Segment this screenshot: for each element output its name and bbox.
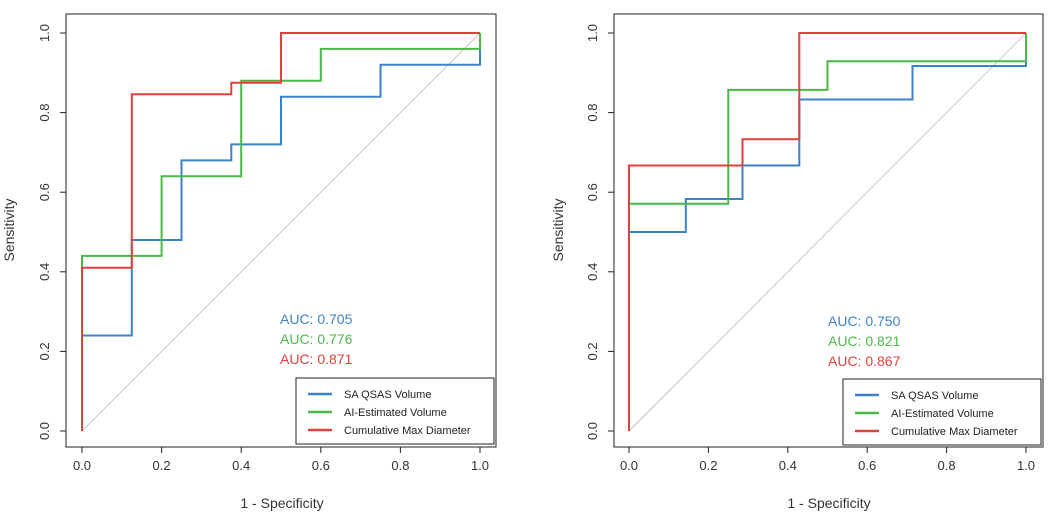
roc-curve-1	[628, 33, 1027, 431]
x-tick-label: 0.4	[232, 458, 250, 473]
plot-frame	[65, 13, 497, 448]
x-tick-label: 0.2	[153, 458, 171, 473]
legend-entry: SA QSAS Volume	[891, 390, 978, 402]
roc-curve-2	[628, 33, 1027, 431]
legend-entry: Cumulative Max Diameter	[344, 425, 471, 437]
x-tick-label: 0.0	[620, 458, 638, 473]
x-tick-label: 0.2	[699, 458, 717, 473]
y-tick-label: 0.8	[585, 104, 600, 122]
x-tick-label: 1.0	[471, 458, 489, 473]
x-tick-label: 0.8	[391, 458, 409, 473]
auc-label: AUC: 0.867	[828, 353, 901, 369]
diagonal-reference-line	[628, 32, 1027, 432]
x-tick-label: 0.6	[858, 458, 876, 473]
x-tick-label: 0.6	[312, 458, 330, 473]
diagonal-reference-line	[81, 32, 481, 432]
y-axis-title: Sensitivity	[1, 198, 17, 261]
y-tick-label: 1.0	[37, 24, 52, 42]
x-axis-title: 1 - Specificity	[240, 495, 323, 511]
roc-panel-1: 0.0 0.2 0.4 0.6 0.8 1.0 0.0 0.2 0.4 0.6 0.8 1.0 1 - …	[1, 13, 497, 511]
y-tick-label: 0.0	[585, 422, 600, 440]
y-tick-label: 0.4	[585, 263, 600, 281]
y-tick-label: 0.2	[37, 342, 52, 360]
y-tick-label: 1.0	[585, 24, 600, 42]
y-tick-label: 0.2	[585, 342, 600, 360]
roc-panel-2: 0.0 0.2 0.4 0.6 0.8 1.0 0.0 0.2 0.4 0.6 0.8 1.0 1 - …	[550, 13, 1044, 511]
x-tick-label: 0.8	[938, 458, 956, 473]
auc-label: AUC: 0.821	[828, 333, 901, 349]
auc-label: AUC: 0.705	[280, 311, 353, 327]
auc-label: AUC: 0.776	[280, 331, 353, 347]
y-tick-label: 0.4	[37, 263, 52, 281]
x-tick-label: 1.0	[1017, 458, 1035, 473]
legend-entry: SA QSAS Volume	[344, 389, 431, 401]
x-axis-title: 1 - Specificity	[787, 495, 870, 511]
legend-entry: AI-Estimated Volume	[891, 408, 994, 420]
y-axis-title: Sensitivity	[550, 198, 566, 261]
roc-curve-2	[81, 33, 481, 431]
roc-curve-3	[81, 32, 480, 431]
y-tick-label: 0.8	[37, 104, 52, 122]
x-tick-label: 0.4	[779, 458, 797, 473]
y-tick-label: 0.6	[37, 183, 52, 201]
roc-curve-1	[81, 33, 481, 431]
auc-label: AUC: 0.871	[280, 351, 353, 367]
roc-curve-3	[628, 32, 1026, 431]
x-tick-label: 0.0	[73, 458, 91, 473]
y-tick-label: 0.6	[585, 183, 600, 201]
plot-frame	[613, 13, 1044, 448]
legend-entry: Cumulative Max Diameter	[891, 426, 1018, 438]
y-tick-label: 0.0	[37, 422, 52, 440]
auc-label: AUC: 0.750	[828, 313, 901, 329]
legend-entry: AI-Estimated Volume	[344, 407, 447, 419]
